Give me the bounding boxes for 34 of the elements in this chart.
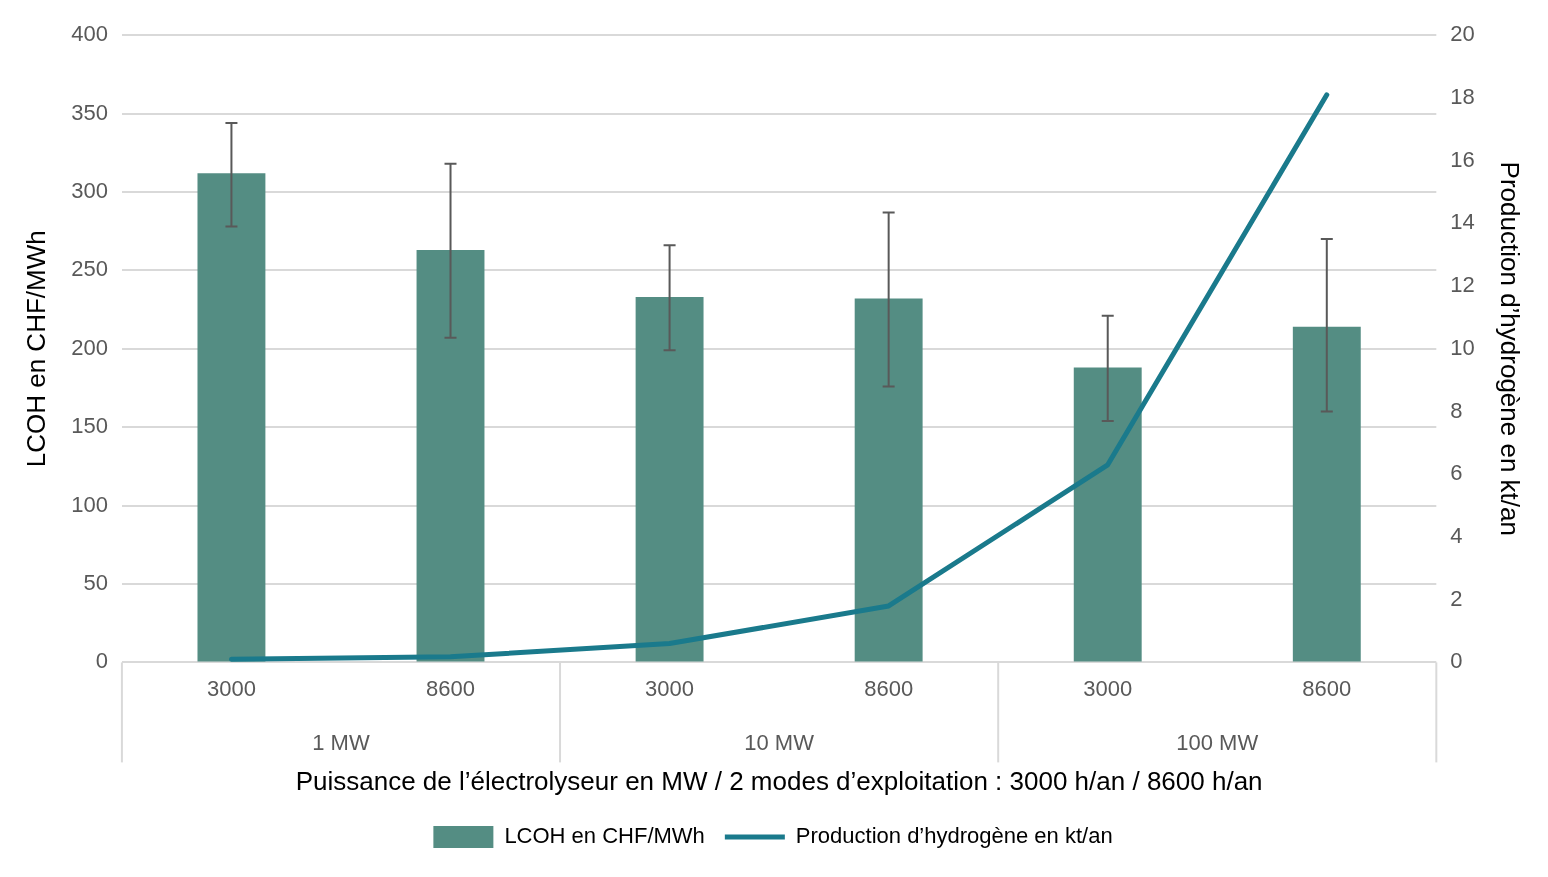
y2-tick-label: 10 [1450, 334, 1475, 360]
text: 100 MW [1176, 730, 1259, 756]
y2-axis-title: Production d’hydrogène en kt/an [1495, 161, 1526, 536]
x-tick-label: 3000 [645, 675, 695, 701]
y2-tick-label: 0 [1450, 648, 1463, 674]
y2-tick-label: 12 [1450, 272, 1475, 298]
legend-label: Production d’hydrogène en kt/an [795, 823, 1113, 849]
x-tick-label: 3000 [1083, 675, 1133, 701]
legend-label: LCOH en CHF/MWh [504, 823, 705, 849]
y2-tick-label: 18 [1450, 83, 1475, 109]
y2-tick-label: 6 [1450, 460, 1463, 486]
y-tick-label: 0 [95, 648, 108, 674]
y-axis-title: LCOH en CHF/MWh [20, 230, 51, 468]
text: 1 MW [312, 730, 370, 756]
x-tick-label: 8600 [426, 675, 475, 701]
y-tick-label: 100 [71, 491, 108, 517]
y2-tick-label: 14 [1450, 209, 1475, 235]
y2-tick-label: 16 [1450, 146, 1475, 172]
y-tick-label: 350 [71, 99, 108, 125]
x-tick-label: 8600 [864, 675, 914, 701]
x-tick-label: 3000 [206, 675, 256, 701]
y-tick-label: 50 [83, 570, 108, 596]
y2-tick-label: 20 [1450, 21, 1475, 47]
y-tick-label: 150 [71, 413, 108, 439]
y-tick-label: 300 [71, 178, 108, 204]
x-tick-label: 8600 [1302, 675, 1352, 701]
y2-tick-label: 8 [1450, 397, 1463, 423]
text: 10 MW [744, 730, 815, 756]
y-tick-label: 400 [71, 21, 108, 47]
x-axis-title: Puissance de l’électrolyseur en MW / 2 modes d’exploitation : 3000 h/an / 8600 h/an [295, 765, 1263, 796]
y2-tick-label: 4 [1450, 523, 1463, 549]
y-tick-label: 250 [71, 256, 108, 282]
y2-tick-label: 2 [1450, 585, 1463, 611]
y-tick-label: 200 [71, 334, 108, 360]
